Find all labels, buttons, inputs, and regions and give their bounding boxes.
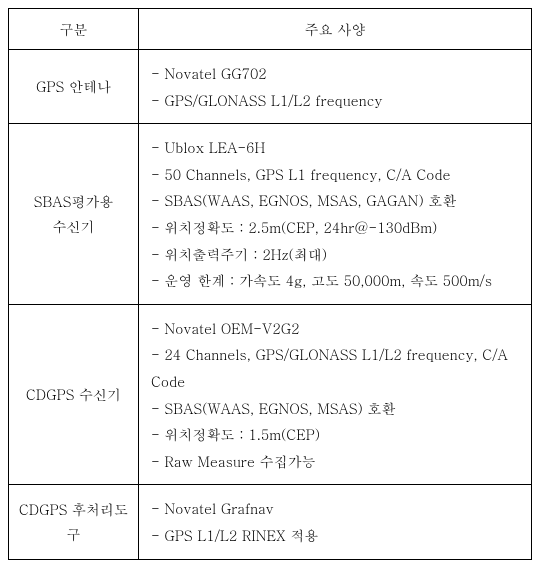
- spec-line: - GPS L1/L2 RINEX 적용: [151, 522, 519, 549]
- row-label-text: CDGPS 수신기: [26, 384, 121, 404]
- spec-line: - Novatel OEM-V2G2: [151, 315, 519, 342]
- spec-line: - Novatel Grafnav: [151, 495, 519, 522]
- spec-line: - Novatel GG702: [151, 60, 519, 87]
- spec-line: - Ublox LEA-6H: [151, 134, 519, 161]
- spec-line: - SBAS(WAAS, EGNOS, MSAS, GAGAN) 호환: [151, 187, 519, 214]
- spec-line: - 운영 한계 : 가속도 4g, 고도 50,000m, 속도 500m/s: [151, 267, 519, 294]
- table-row: CDGPS 수신기 - Novatel OEM-V2G2- 24 Channels…: [9, 304, 532, 485]
- table-row: SBAS평가용수신기- Ublox LEA-6H- 50 Channels, G…: [9, 124, 532, 305]
- spec-line: - 위치정확도 : 1.5m(CEP): [151, 421, 519, 448]
- spec-line: - 위치출력주기 : 2Hz(최대): [151, 241, 519, 268]
- table-body: GPS 안테나 - Novatel GG702- GPS/GLONASS L1/L…: [9, 50, 532, 560]
- spec-line: - 50 Channels, GPS L1 frequency, C/A Cod…: [151, 161, 519, 188]
- row-label: SBAS평가용수신기: [9, 124, 139, 305]
- spec-line: - GPS/GLONASS L1/L2 frequency: [151, 87, 519, 114]
- header-spec: 주요 사양: [139, 9, 532, 50]
- row-label-text: SBAS평가용: [34, 191, 114, 211]
- spec-table: 구분 주요 사양 GPS 안테나 - Novatel GG702- GPS/GLO…: [8, 8, 532, 560]
- row-spec: - Novatel OEM-V2G2- 24 Channels, GPS/GLO…: [139, 304, 532, 485]
- row-label: CDGPS 후처리도구: [9, 485, 139, 559]
- spec-line: - Raw Measure 수집가능: [151, 448, 519, 475]
- table-row: GPS 안테나 - Novatel GG702- GPS/GLONASS L1/L…: [9, 50, 532, 124]
- spec-line: - 24 Channels, GPS/GLONASS L1/L2 frequen…: [151, 341, 519, 394]
- row-label-text: GPS 안테나: [36, 76, 111, 96]
- row-label: CDGPS 수신기: [9, 304, 139, 485]
- row-spec: - Novatel GG702- GPS/GLONASS L1/L2 frequ…: [139, 50, 532, 124]
- spec-line: - 위치정확도 : 2.5m(CEP, 24hr@-130dBm): [151, 214, 519, 241]
- spec-line: - SBAS(WAAS, EGNOS, MSAS) 호환: [151, 395, 519, 422]
- row-label-text: CDGPS 후처리도구: [19, 499, 128, 544]
- row-label-text: 수신기: [53, 216, 95, 236]
- table-header-row: 구분 주요 사양: [9, 9, 532, 50]
- row-spec: - Novatel Grafnav- GPS L1/L2 RINEX 적용: [139, 485, 532, 559]
- row-spec: - Ublox LEA-6H- 50 Channels, GPS L1 freq…: [139, 124, 532, 305]
- row-label: GPS 안테나: [9, 50, 139, 124]
- header-category: 구분: [9, 9, 139, 50]
- table-row: CDGPS 후처리도구- Novatel Grafnav- GPS L1/L2 …: [9, 485, 532, 559]
